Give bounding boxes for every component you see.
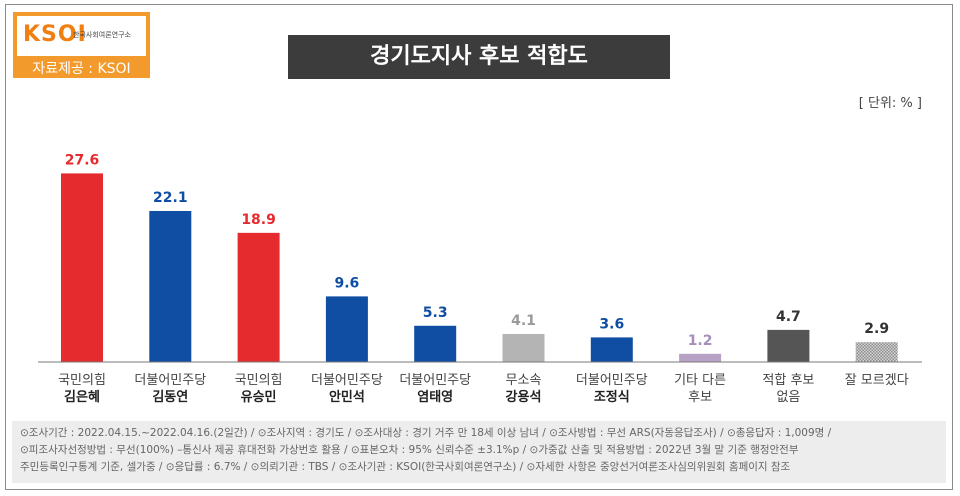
data-label: 4.7 bbox=[776, 309, 801, 325]
category-label: 더불어민주당 bbox=[134, 373, 206, 388]
category-label: 더불어민주당 bbox=[399, 373, 471, 388]
footnote-line: ⊙조사기간 : 2022.04.15.~2022.04.16.(2일간) / ⊙… bbox=[20, 427, 832, 439]
data-label: 18.9 bbox=[241, 212, 276, 228]
bar bbox=[325, 296, 368, 362]
bar bbox=[61, 173, 103, 362]
data-label: 3.6 bbox=[599, 316, 624, 332]
candidate-name-label: 조정식 bbox=[594, 389, 630, 405]
bar bbox=[679, 353, 722, 362]
chart-title: 경기도지사 후보 적합도 bbox=[288, 35, 670, 79]
category-label: 국민의힘 bbox=[58, 373, 106, 388]
data-label: 22.1 bbox=[153, 190, 188, 206]
candidate-name-label: 김은혜 bbox=[64, 389, 100, 405]
category-label: 적합 후보 bbox=[762, 373, 814, 388]
category-label: 더불어민주당 bbox=[576, 373, 648, 388]
bar bbox=[149, 210, 192, 362]
data-label: 27.6 bbox=[65, 152, 100, 168]
bar bbox=[414, 325, 457, 362]
data-label: 4.1 bbox=[511, 313, 536, 329]
logo-badge: KSOI 한국사회여론연구소 bbox=[17, 16, 146, 56]
candidate-name-label: 유승민 bbox=[241, 389, 277, 405]
category-label: 무소속 bbox=[506, 373, 542, 388]
category-label: 더불어민주당 bbox=[311, 373, 383, 388]
bar bbox=[855, 342, 898, 362]
chart-frame bbox=[5, 4, 953, 490]
candidate-name-label: 후보 bbox=[688, 390, 712, 405]
logo-org-name: 한국사회여론연구소 bbox=[73, 31, 131, 39]
footnote-line: 주민등록인구통계 기준, 셀가중 / ⊙응답률 : 6.7% / ⊙의뢰기관 :… bbox=[20, 461, 791, 473]
bar bbox=[590, 337, 633, 362]
bar bbox=[767, 329, 810, 362]
data-label: 2.9 bbox=[864, 321, 889, 337]
data-label: 1.2 bbox=[688, 333, 713, 349]
data-source-label: 자료제공 : KSOI bbox=[32, 61, 131, 77]
candidate-name-label: 없음 bbox=[776, 390, 800, 405]
category-label: 잘 모르겠다 bbox=[845, 373, 909, 388]
candidate-name-label: 강용석 bbox=[506, 389, 542, 405]
footnote-line: ⊙피조사자선정방법 : 무선(100%) –통신사 제공 휴대전화 가상번호 활… bbox=[20, 444, 799, 456]
data-label: 5.3 bbox=[423, 305, 448, 321]
bar-chart: 27.6국민의힘김은혜22.1더불어민주당김동연18.9국민의힘유승민9.6더불… bbox=[38, 152, 922, 405]
data-label: 9.6 bbox=[334, 275, 359, 291]
unit-label: [ 단위: % ] bbox=[858, 96, 922, 111]
candidate-name-label: 김동연 bbox=[152, 390, 188, 405]
category-label: 기타 다른 bbox=[674, 373, 726, 388]
survey-footnote: ⊙조사기간 : 2022.04.15.~2022.04.16.(2일간) / ⊙… bbox=[12, 421, 946, 483]
candidate-name-label: 안민석 bbox=[329, 389, 365, 405]
category-label: 국민의힘 bbox=[235, 373, 283, 388]
bar bbox=[502, 333, 545, 362]
ksoi-logo: KSOI 한국사회여론연구소 자료제공 : KSOI bbox=[13, 12, 150, 78]
bar bbox=[237, 232, 280, 362]
candidate-name-label: 염태영 bbox=[417, 389, 453, 405]
logo-brand: KSOI bbox=[23, 22, 87, 47]
